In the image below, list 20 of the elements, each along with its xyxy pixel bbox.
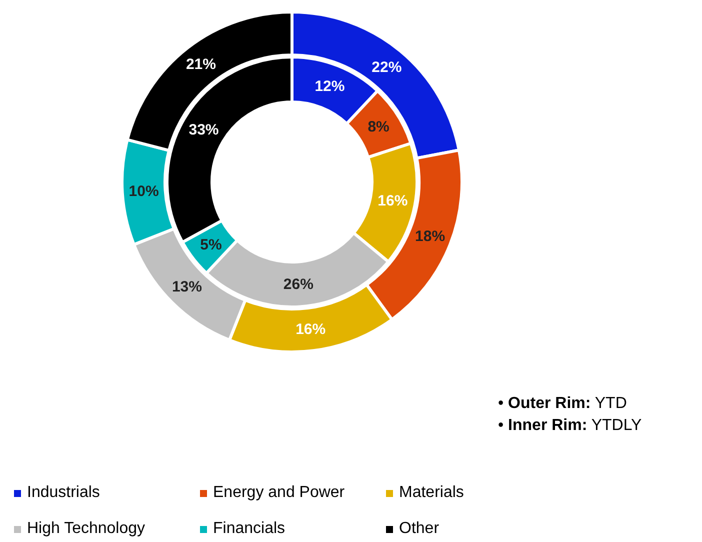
- data-label: 26%: [283, 276, 314, 293]
- data-label: 21%: [186, 56, 216, 74]
- data-label: 8%: [368, 118, 390, 136]
- legend-label: Industrials: [27, 484, 100, 502]
- text: • Outer Rim: YTD: [498, 395, 627, 413]
- legend-label: High Technology: [27, 520, 146, 538]
- data-label: 16%: [378, 192, 408, 210]
- data-label: 22%: [372, 59, 402, 76]
- data-label: 10%: [128, 182, 159, 200]
- legend-label: Energy and Power: [213, 484, 345, 502]
- legend-label: Other: [399, 520, 440, 538]
- data-label: 18%: [415, 228, 446, 246]
- legend-label: Materials: [399, 484, 464, 502]
- legend-label: Financials: [213, 520, 286, 538]
- text: • Inner Rim: YTDLY: [498, 417, 642, 435]
- data-label: 13%: [172, 278, 202, 296]
- data-label: 33%: [188, 121, 219, 138]
- data-label: 12%: [314, 78, 345, 96]
- data-label: 5%: [200, 236, 222, 254]
- data-label: 16%: [296, 320, 326, 338]
